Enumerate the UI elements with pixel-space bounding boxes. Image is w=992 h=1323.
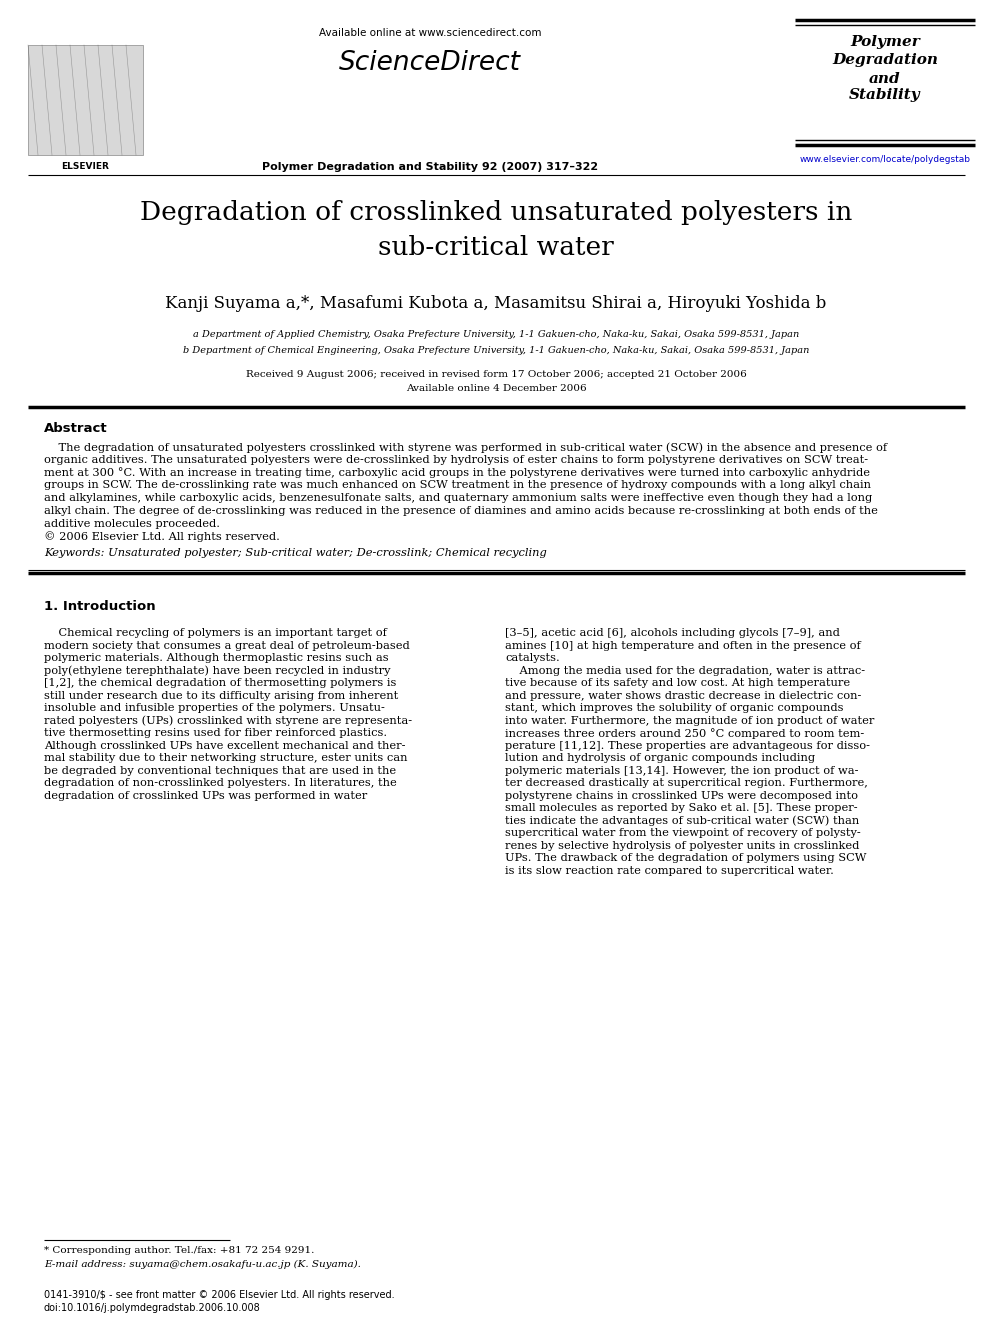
Text: Degradation of crosslinked unsaturated polyesters in
sub-critical water: Degradation of crosslinked unsaturated p… bbox=[140, 200, 852, 261]
Text: ELSEVIER: ELSEVIER bbox=[62, 161, 109, 171]
Text: Degradation: Degradation bbox=[832, 53, 938, 67]
Text: [3–5], acetic acid [6], alcohols including glycols [7–9], and: [3–5], acetic acid [6], alcohols includi… bbox=[505, 628, 840, 639]
Text: Stability: Stability bbox=[849, 89, 921, 102]
Text: b Department of Chemical Engineering, Osaka Prefecture University, 1-1 Gakuen-ch: b Department of Chemical Engineering, Os… bbox=[183, 347, 809, 355]
Text: Although crosslinked UPs have excellent mechanical and ther-: Although crosslinked UPs have excellent … bbox=[44, 741, 406, 751]
Text: renes by selective hydrolysis of polyester units in crosslinked: renes by selective hydrolysis of polyest… bbox=[505, 841, 859, 851]
Text: is its slow reaction rate compared to supercritical water.: is its slow reaction rate compared to su… bbox=[505, 865, 834, 876]
Text: Abstract: Abstract bbox=[44, 422, 107, 435]
Text: small molecules as reported by Sako et al. [5]. These proper-: small molecules as reported by Sako et a… bbox=[505, 803, 858, 814]
Text: a Department of Applied Chemistry, Osaka Prefecture University, 1-1 Gakuen-cho, : a Department of Applied Chemistry, Osaka… bbox=[192, 329, 800, 339]
Text: organic additives. The unsaturated polyesters were de-crosslinked by hydrolysis : organic additives. The unsaturated polye… bbox=[44, 455, 868, 464]
Text: polystyrene chains in crosslinked UPs were decomposed into: polystyrene chains in crosslinked UPs we… bbox=[505, 791, 858, 800]
Text: groups in SCW. The de-crosslinking rate was much enhanced on SCW treatment in th: groups in SCW. The de-crosslinking rate … bbox=[44, 480, 871, 491]
Text: perature [11,12]. These properties are advantageous for disso-: perature [11,12]. These properties are a… bbox=[505, 741, 870, 751]
Text: amines [10] at high temperature and often in the presence of: amines [10] at high temperature and ofte… bbox=[505, 640, 861, 651]
Text: ties indicate the advantages of sub-critical water (SCW) than: ties indicate the advantages of sub-crit… bbox=[505, 816, 859, 827]
Text: Polymer: Polymer bbox=[850, 34, 920, 49]
Text: into water. Furthermore, the magnitude of ion product of water: into water. Furthermore, the magnitude o… bbox=[505, 716, 874, 726]
Text: be degraded by conventional techniques that are used in the: be degraded by conventional techniques t… bbox=[44, 766, 396, 775]
Text: lution and hydrolysis of organic compounds including: lution and hydrolysis of organic compoun… bbox=[505, 753, 815, 763]
Text: supercritical water from the viewpoint of recovery of polysty-: supercritical water from the viewpoint o… bbox=[505, 828, 861, 839]
Text: 1. Introduction: 1. Introduction bbox=[44, 601, 156, 614]
Text: © 2006 Elsevier Ltd. All rights reserved.: © 2006 Elsevier Ltd. All rights reserved… bbox=[44, 532, 280, 542]
Text: [1,2], the chemical degradation of thermosetting polymers is: [1,2], the chemical degradation of therm… bbox=[44, 679, 397, 688]
Text: Chemical recycling of polymers is an important target of: Chemical recycling of polymers is an imp… bbox=[44, 628, 387, 639]
Text: Kanji Suyama a,*, Masafumi Kubota a, Masamitsu Shirai a, Hiroyuki Yoshida b: Kanji Suyama a,*, Masafumi Kubota a, Mas… bbox=[166, 295, 826, 312]
Text: polymeric materials. Although thermoplastic resins such as: polymeric materials. Although thermoplas… bbox=[44, 654, 389, 663]
Text: poly(ethylene terephthalate) have been recycled in industry: poly(ethylene terephthalate) have been r… bbox=[44, 665, 391, 676]
Text: doi:10.1016/j.polymdegradstab.2006.10.008: doi:10.1016/j.polymdegradstab.2006.10.00… bbox=[44, 1303, 261, 1312]
Text: degradation of crosslinked UPs was performed in water: degradation of crosslinked UPs was perfo… bbox=[44, 791, 367, 800]
Text: ter decreased drastically at supercritical region. Furthermore,: ter decreased drastically at supercritic… bbox=[505, 778, 868, 789]
Text: www.elsevier.com/locate/polydegstab: www.elsevier.com/locate/polydegstab bbox=[800, 155, 970, 164]
Text: * Corresponding author. Tel./fax: +81 72 254 9291.: * Corresponding author. Tel./fax: +81 72… bbox=[44, 1246, 314, 1256]
Text: and alkylamines, while carboxylic acids, benzenesulfonate salts, and quaternary : and alkylamines, while carboxylic acids,… bbox=[44, 493, 872, 503]
Text: insoluble and infusible properties of the polymers. Unsatu-: insoluble and infusible properties of th… bbox=[44, 704, 385, 713]
Text: Available online at www.sciencedirect.com: Available online at www.sciencedirect.co… bbox=[318, 28, 542, 38]
Text: additive molecules proceeded.: additive molecules proceeded. bbox=[44, 519, 220, 529]
Text: Received 9 August 2006; received in revised form 17 October 2006; accepted 21 Oc: Received 9 August 2006; received in revi… bbox=[246, 370, 746, 378]
Text: modern society that consumes a great deal of petroleum-based: modern society that consumes a great dea… bbox=[44, 640, 410, 651]
Text: Available online 4 December 2006: Available online 4 December 2006 bbox=[406, 384, 586, 393]
Text: Keywords: Unsaturated polyester; Sub-critical water; De-crosslink; Chemical recy: Keywords: Unsaturated polyester; Sub-cri… bbox=[44, 549, 547, 558]
Text: tive because of its safety and low cost. At high temperature: tive because of its safety and low cost.… bbox=[505, 679, 850, 688]
Text: E-mail address: suyama@chem.osakafu-u.ac.jp (K. Suyama).: E-mail address: suyama@chem.osakafu-u.ac… bbox=[44, 1259, 361, 1269]
Text: alkyl chain. The degree of de-crosslinking was reduced in the presence of diamin: alkyl chain. The degree of de-crosslinki… bbox=[44, 505, 878, 516]
Text: tive thermosetting resins used for fiber reinforced plastics.: tive thermosetting resins used for fiber… bbox=[44, 729, 387, 738]
Text: and pressure, water shows drastic decrease in dielectric con-: and pressure, water shows drastic decrea… bbox=[505, 691, 861, 701]
Text: rated polyesters (UPs) crosslinked with styrene are representa-: rated polyesters (UPs) crosslinked with … bbox=[44, 716, 412, 726]
Text: Polymer Degradation and Stability 92 (2007) 317–322: Polymer Degradation and Stability 92 (20… bbox=[262, 161, 598, 172]
Text: mal stability due to their networking structure, ester units can: mal stability due to their networking st… bbox=[44, 753, 408, 763]
Text: ScienceDirect: ScienceDirect bbox=[339, 50, 521, 75]
Text: degradation of non-crosslinked polyesters. In literatures, the: degradation of non-crosslinked polyester… bbox=[44, 778, 397, 789]
Text: The degradation of unsaturated polyesters crosslinked with styrene was performed: The degradation of unsaturated polyester… bbox=[44, 442, 887, 452]
Text: 0141-3910/$ - see front matter © 2006 Elsevier Ltd. All rights reserved.: 0141-3910/$ - see front matter © 2006 El… bbox=[44, 1290, 395, 1301]
Text: catalysts.: catalysts. bbox=[505, 654, 559, 663]
Text: Among the media used for the degradation, water is attrac-: Among the media used for the degradation… bbox=[505, 665, 865, 676]
Text: increases three orders around 250 °C compared to room tem-: increases three orders around 250 °C com… bbox=[505, 729, 864, 740]
Bar bbox=[28, 45, 143, 155]
Text: UPs. The drawback of the degradation of polymers using SCW: UPs. The drawback of the degradation of … bbox=[505, 853, 866, 864]
Text: polymeric materials [13,14]. However, the ion product of wa-: polymeric materials [13,14]. However, th… bbox=[505, 766, 858, 775]
Text: ment at 300 °C. With an increase in treating time, carboxylic acid groups in the: ment at 300 °C. With an increase in trea… bbox=[44, 467, 870, 479]
Text: still under research due to its difficulty arising from inherent: still under research due to its difficul… bbox=[44, 691, 398, 701]
Text: stant, which improves the solubility of organic compounds: stant, which improves the solubility of … bbox=[505, 704, 843, 713]
Text: and: and bbox=[869, 71, 901, 86]
